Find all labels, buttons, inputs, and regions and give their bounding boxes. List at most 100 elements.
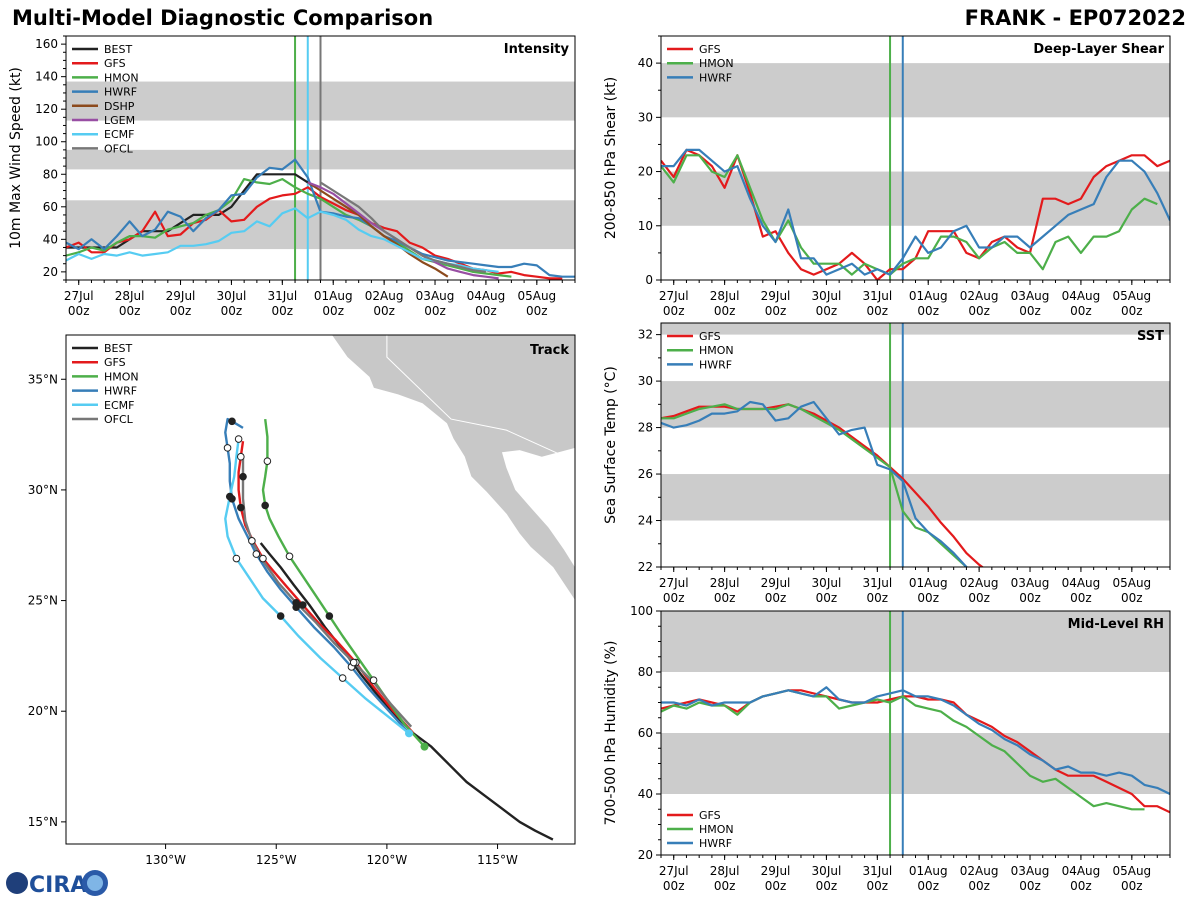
rh-xtick-label: 00z <box>968 879 990 893</box>
track-marker-hwrf <box>252 550 261 558</box>
sst-xtick-label: 00z <box>867 591 889 605</box>
shear-legend-label-hwrf: HWRF <box>699 71 732 84</box>
track-marker-gfs <box>298 601 307 609</box>
sst-ylabel: Sea Surface Temp (°C) <box>603 366 619 524</box>
intensity-series-dshp <box>307 181 449 278</box>
track-hmon <box>261 418 426 748</box>
shear-xtick-label: 00z <box>1070 304 1092 318</box>
intensity-xtick-label: 00z <box>68 304 90 318</box>
track-best <box>259 542 554 841</box>
rh-xtick-label: 00z <box>867 879 889 893</box>
intensity-series-ofcl <box>319 181 487 273</box>
shear-series-hwrf <box>661 148 1170 276</box>
rh-plot-area <box>661 611 1170 855</box>
intensity-xtick-label: 27Jul <box>64 289 94 303</box>
shear-xtick-label: 00z <box>917 304 939 318</box>
track-marker-gfs <box>237 503 245 512</box>
rh-xtick-label: 00z <box>765 879 787 893</box>
intensity-xtick-label: 03Aug <box>416 289 455 303</box>
track-xtick-label: 120°W <box>367 853 408 867</box>
rh-xtick-label: 00z <box>663 879 685 893</box>
track-marker-ecmf <box>338 674 347 682</box>
cira-logo: CIRA <box>5 866 115 898</box>
rh-ytick-label: 40 <box>638 787 653 801</box>
intensity-plot-area <box>66 36 575 280</box>
intensity-legend-label-dshp: DSHP <box>104 100 135 113</box>
shear-ytick-label: 20 <box>638 165 653 179</box>
shear-xtick-label: 00z <box>867 304 889 318</box>
intensity-xtick-label: 30Jul <box>217 289 247 303</box>
track-hwrf <box>224 417 410 735</box>
rh-ytick-label: 100 <box>630 604 653 618</box>
intensity-xtick-label: 00z <box>272 304 294 318</box>
sst-band-0 <box>661 474 1170 521</box>
intensity-legend-label-ecmf: ECMF <box>104 128 134 141</box>
track-ytick-label: 15°N <box>28 815 58 829</box>
shear-xtick-label: 03Aug <box>1011 289 1050 303</box>
sst-xtick-label: 00z <box>663 591 685 605</box>
shear-band-0 <box>661 171 1170 226</box>
rh-xtick-label: 28Jul <box>710 864 740 878</box>
shear-xtick-label: 04Aug <box>1062 289 1101 303</box>
rh-xtick-label: 00z <box>816 879 838 893</box>
rh-xtick-label: 31Jul <box>862 864 892 878</box>
rh-ytick-label: 20 <box>638 848 653 862</box>
rh-legend-label-gfs: GFS <box>699 809 721 822</box>
sst-xtick-label: 28Jul <box>710 576 740 590</box>
land-mainland <box>328 335 575 602</box>
track-legend-label-hwrf: HWRF <box>104 385 137 398</box>
sst-xtick-label: 31Jul <box>862 576 892 590</box>
sst-ytick-label: 22 <box>638 560 653 574</box>
intensity-legend-label-hmon: HMON <box>104 71 139 84</box>
intensity-title: Intensity <box>504 42 570 57</box>
rh-series-hwrf <box>661 686 1170 795</box>
track-marker-gfs <box>259 554 267 563</box>
shear-xtick-label: 29Jul <box>761 289 791 303</box>
shear-xtick-label: 00z <box>714 304 736 318</box>
intensity-ytick-label: 20 <box>43 265 58 279</box>
rh-xtick-label: 02Aug <box>960 864 999 878</box>
shear-xtick-label: 27Jul <box>659 289 689 303</box>
rh-xtick-label: 00z <box>1019 879 1041 893</box>
rh-ytick-label: 80 <box>638 665 653 679</box>
rh-band-0 <box>661 733 1170 794</box>
track-marker-ofcl <box>248 537 256 545</box>
sst-xtick-label: 00z <box>1019 591 1041 605</box>
track-start-marker <box>405 729 414 738</box>
track-plot-area <box>223 335 575 841</box>
intensity-xtick-label: 01Aug <box>314 289 353 303</box>
intensity-legend-label-best: BEST <box>104 43 132 56</box>
state-borders <box>386 335 575 462</box>
intensity-ytick-label: 40 <box>43 232 58 246</box>
shear-xtick-label: 01Aug <box>909 289 948 303</box>
shear-ylabel: 200-850 hPa Shear (kt) <box>603 77 619 239</box>
shear-ytick-label: 10 <box>638 219 653 233</box>
intensity-xtick-label: 28Jul <box>115 289 145 303</box>
sst-ytick-label: 26 <box>638 467 653 481</box>
sst-ytick-label: 28 <box>638 421 653 435</box>
sst-plot-area <box>661 323 1170 567</box>
shear-xtick-label: 00z <box>1019 304 1041 318</box>
sst-xtick-label: 00z <box>765 591 787 605</box>
track-marker-ecmf <box>232 554 241 563</box>
intensity-legend-label-ofcl: OFCL <box>104 142 134 155</box>
intensity-ylabel: 10m Max Wind Speed (kt) <box>8 67 24 249</box>
intensity-xtick-label: 00z <box>322 304 344 318</box>
track-ofcl <box>241 456 413 728</box>
shear-series-hmon <box>661 154 1158 276</box>
track-ytick-label: 35°N <box>28 372 58 386</box>
track-legend-label-hmon: HMON <box>104 370 139 383</box>
shear-title: Deep-Layer Shear <box>1033 42 1164 57</box>
track-marker-hwrf <box>223 444 232 452</box>
intensity-ytick-label: 160 <box>35 37 58 51</box>
intensity-xtick-label: 31Jul <box>267 289 297 303</box>
rh-xtick-label: 27Jul <box>659 864 689 878</box>
track-xtick-label: 125°W <box>256 853 297 867</box>
rh-xtick-label: 01Aug <box>909 864 948 878</box>
sst-frame <box>660 322 1171 568</box>
sst-xtick-label: 00z <box>816 591 838 605</box>
shear-ytick-label: 30 <box>638 110 653 124</box>
intensity-xtick-label: 05Aug <box>517 289 556 303</box>
track-marker-hmon <box>261 501 269 510</box>
